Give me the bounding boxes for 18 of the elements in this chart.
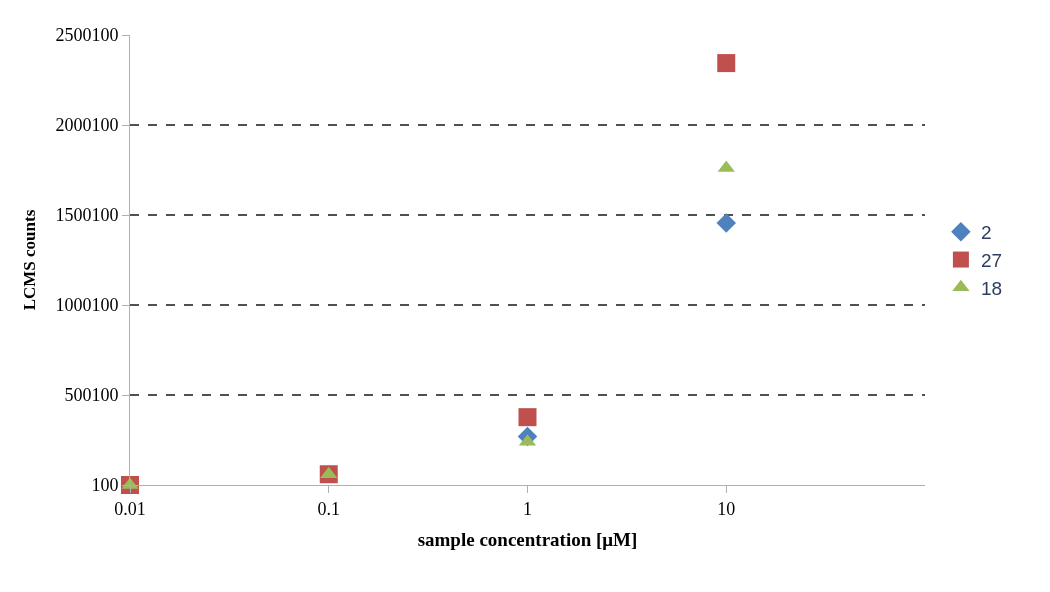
y-axis-title: LCMS counts: [19, 209, 39, 311]
y-tick-label: 100: [91, 475, 119, 496]
legend-label: 27: [980, 249, 1003, 271]
point: [518, 408, 537, 427]
x-tick-label: 0.01: [114, 498, 146, 519]
point: [717, 54, 736, 73]
legend-label: 2: [980, 222, 992, 244]
y-tick-label: 2000100: [55, 115, 119, 136]
y-tick-label: 500100: [64, 385, 119, 406]
x-tick-label: 1: [523, 498, 532, 519]
y-tick-label: 1000100: [55, 295, 119, 316]
x-axis-title: sample concentration [μM]: [417, 529, 638, 551]
legend-label: 18: [980, 277, 1003, 299]
x-tick-label: 0.1: [317, 498, 340, 519]
y-tick-label: 1500100: [55, 205, 119, 226]
y-tick-label: 2500100: [55, 25, 119, 46]
point: [716, 213, 736, 233]
x-tick-label: 10: [717, 498, 736, 519]
